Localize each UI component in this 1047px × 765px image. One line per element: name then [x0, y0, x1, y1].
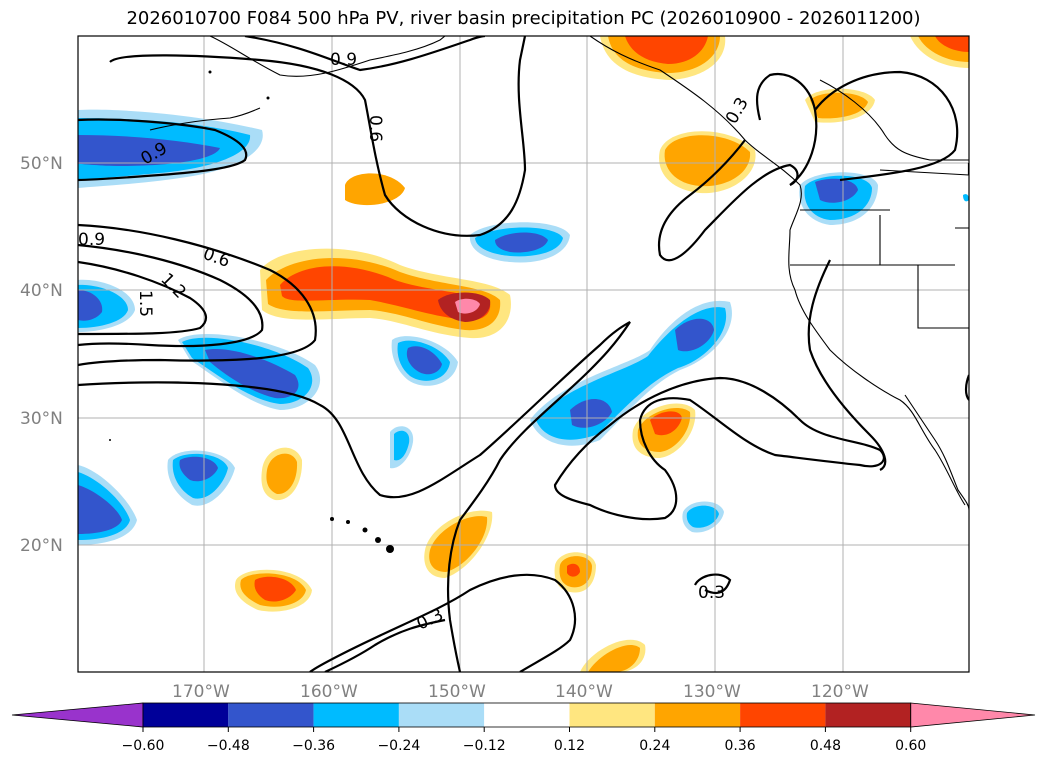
grid-lines: [78, 36, 969, 672]
contour-label: 0.3: [414, 605, 447, 635]
neg-anomaly-blob: [495, 232, 548, 253]
lon-label: 170°W: [172, 682, 230, 702]
colorbar-segment: [740, 703, 826, 727]
colorbar-segment: [11, 702, 144, 728]
lon-label: 160°W: [300, 682, 358, 702]
colorbar-tick: 0.12: [554, 738, 585, 754]
lon-label: 130°W: [683, 682, 741, 702]
colorbar-segment: [143, 703, 229, 727]
lon-label: 120°W: [811, 682, 869, 702]
contour-label: 0.6: [365, 115, 385, 142]
colorbar-tick: −0.48: [207, 738, 250, 754]
neg-anomaly-blob: [78, 135, 220, 166]
neg-anomaly-blob: [963, 194, 969, 202]
pos-anomaly-blob: [588, 645, 640, 672]
precip-fill-layer: [78, 36, 969, 672]
contour-label: 1.5: [135, 290, 155, 317]
map-frame: [77, 35, 970, 673]
lon-label: 150°W: [428, 682, 486, 702]
coastlines: [149, 36, 969, 511]
neg-anomaly-blob: [78, 290, 103, 321]
contour-label: 0.6: [200, 244, 232, 272]
contour-label: 1.2: [156, 269, 189, 302]
pos-anomaly-blob: [455, 298, 480, 314]
pos-anomaly-blob: [254, 576, 296, 602]
lon-label: 140°W: [555, 682, 613, 702]
neg-anomaly-blob: [815, 178, 858, 203]
latitude-labels: 50°N 40°N 30°N 20°N: [20, 154, 63, 556]
colorbar-tick: −0.36: [292, 738, 335, 754]
pos-anomaly-blob: [567, 563, 580, 577]
pos-anomaly-blob: [266, 453, 298, 495]
longitude-labels: 170°W 160°W 150°W 140°W 130°W 120°W: [172, 682, 869, 702]
lat-label: 20°N: [20, 536, 63, 556]
neg-anomaly-blob: [675, 318, 714, 352]
neg-anomaly-blob: [78, 485, 122, 534]
colorbar-segment: [654, 703, 741, 727]
colorbar-segment: [313, 703, 399, 727]
colorbar-segment: [569, 703, 655, 727]
pos-anomaly-blob: [664, 135, 751, 187]
map-plot-area: 0.9 0.6 0.3 0.9 0.9 0.6 1.2 1.5 0.3 0.3: [78, 36, 969, 672]
neg-anomaly-blob: [406, 346, 442, 375]
colorbar-segment: [228, 703, 314, 727]
colorbar-tick: 0.60: [895, 738, 926, 754]
neg-anomaly-blob: [570, 398, 612, 428]
colorbar-segment: [484, 703, 570, 727]
lat-label: 40°N: [20, 281, 63, 301]
pos-anomaly-blob: [280, 266, 491, 321]
neg-anomaly-blob: [686, 505, 719, 528]
colorbar-tick: 0.48: [810, 738, 841, 754]
colorbar-segment: [398, 703, 485, 727]
pos-anomaly-blob: [650, 411, 682, 436]
contour-label: 0.9: [330, 50, 357, 70]
pos-anomaly-blob: [345, 173, 405, 206]
colorbar-tick: −0.60: [122, 738, 165, 754]
colorbar-tick: −0.24: [377, 738, 420, 754]
pos-anomaly-blob: [935, 36, 969, 52]
colorbar-segment: [910, 702, 1036, 728]
colorbar-tick: 0.36: [725, 738, 756, 754]
colorbar-tick: 0.24: [639, 738, 670, 754]
pos-anomaly-blob: [429, 516, 488, 572]
neg-anomaly-blob: [205, 349, 299, 399]
lat-label: 50°N: [20, 154, 63, 174]
colorbar: −0.60 −0.48 −0.36 −0.24 −0.12 0.12 0.24 …: [11, 702, 1036, 754]
colorbar-segment: [825, 703, 911, 727]
islands: [109, 70, 394, 553]
neg-anomaly-blob: [179, 456, 218, 482]
pos-anomaly-blob: [625, 36, 708, 64]
contour-label: 0.3: [698, 583, 725, 603]
map-title: 2026010700 F084 500 hPa PV, river basin …: [126, 8, 921, 29]
colorbar-tick: −0.12: [463, 738, 506, 754]
pv-contours: [78, 36, 969, 672]
neg-anomaly-blob: [394, 430, 410, 461]
lat-label: 30°N: [20, 409, 63, 429]
contour-label: 0.9: [78, 230, 105, 250]
contour-label: 0.3: [722, 94, 753, 127]
